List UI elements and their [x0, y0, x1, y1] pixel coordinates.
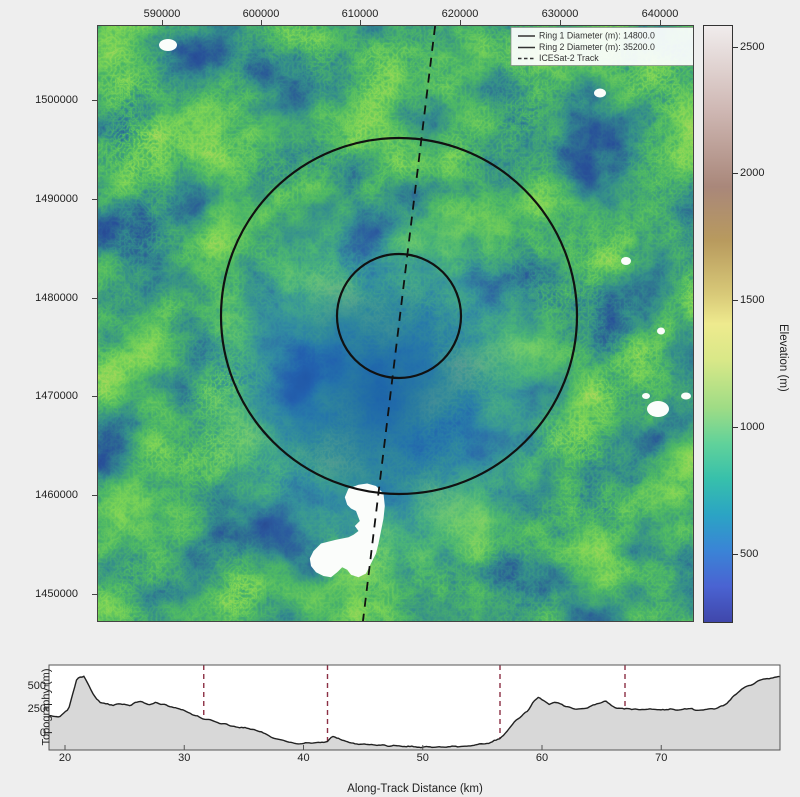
- svg-text:Ring 2 Diameter (m): 35200.0: Ring 2 Diameter (m): 35200.0: [539, 42, 655, 52]
- svg-text:ICESat-2 Track: ICESat-2 Track: [539, 53, 599, 63]
- svg-text:Ring 1 Diameter (m): 14800.0: Ring 1 Diameter (m): 14800.0: [539, 31, 655, 41]
